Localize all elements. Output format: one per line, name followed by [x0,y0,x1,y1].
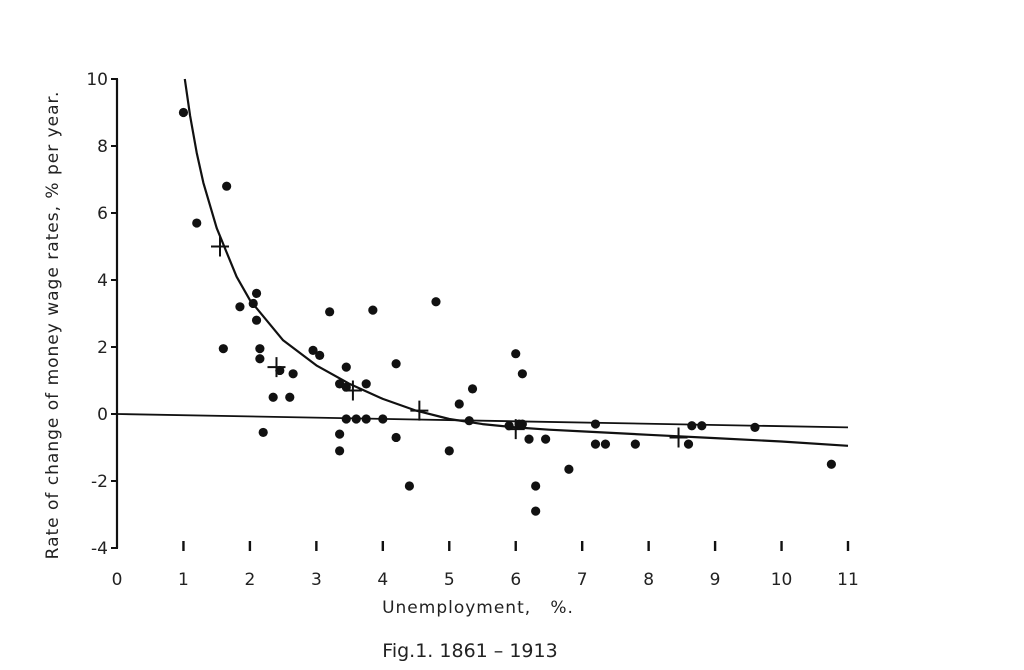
data-point [288,369,298,379]
cross-marker-stroke [267,357,286,378]
data-point [178,107,189,118]
x-tick-label: 5 [444,570,455,590]
y-tick-label: -4 [91,539,108,559]
data-point [683,439,694,449]
data-point [258,427,268,438]
data-point [687,421,697,431]
data-point [454,399,464,409]
data-point [524,434,534,444]
data-point [341,382,351,392]
data-point [404,481,414,491]
data-point [308,345,318,355]
zero-reference-line [116,413,849,429]
data-point [255,354,265,364]
x-tick-label: 11 [837,570,859,590]
data-point [351,414,361,424]
cross-marker [669,427,688,448]
data-point [368,305,378,315]
data-point [255,344,265,354]
data-point [517,369,527,379]
data-point [275,365,285,376]
data-point [268,392,278,402]
data-point [192,218,202,228]
cross-marker-stroke [669,427,688,448]
data-point [541,434,551,444]
data-point [504,421,514,431]
fitted-curve [183,78,849,447]
figure-caption: Fig.1. 1861 – 1913 [382,640,557,662]
data-point [467,384,478,394]
x-tick-label: 4 [377,570,388,590]
y-tick-label: 0 [97,405,108,425]
data-point [431,297,441,307]
data-point [391,359,401,369]
x-tick-label: 6 [510,570,521,590]
data-point [564,464,574,474]
data-point [222,181,232,191]
data-point [251,288,262,298]
data-point [531,506,541,516]
fitted-lines [116,78,849,447]
data-point [248,298,258,309]
y-tick-label: 8 [97,137,108,157]
data-point [590,419,601,429]
data-point [517,419,527,429]
x-tick-label: 3 [311,570,322,590]
cross-marker-stroke [410,400,429,421]
data-point [341,362,351,372]
data-point [285,392,295,402]
data-point [361,379,371,389]
data-point [251,315,262,325]
y-tick-label: -2 [91,472,108,492]
x-tick-label: 2 [244,570,255,590]
data-point [325,307,335,317]
cross-marker-stroke [506,419,525,440]
data-points [178,107,836,516]
cross-marker-stroke [343,380,362,401]
cross-marker [211,236,230,257]
x-axis-label: Unemployment, %. [382,598,574,618]
data-point [335,446,345,456]
data-point [826,459,836,469]
data-point [697,421,707,431]
y-axis-label: Rate of change of money wage rates, % pe… [43,91,63,560]
x-tick-label: 0 [112,570,123,590]
data-point [378,414,388,424]
y-tick-label: 2 [97,338,108,358]
data-point [600,439,611,449]
cross-marker-stroke [211,236,230,257]
data-point [235,302,245,312]
x-tick-label: 8 [643,570,654,590]
data-point [335,429,345,439]
data-point [341,414,351,424]
data-point [464,416,474,426]
cross-marker [506,419,525,440]
data-point [531,481,541,491]
cross-marker [267,357,286,378]
data-point [444,446,454,456]
x-tick-label: 10 [771,570,793,590]
data-point [391,432,401,443]
x-tick-label: 9 [710,570,721,590]
cross-marker [410,400,429,421]
data-point [315,350,325,360]
ticks [111,78,850,551]
x-tick-label: 7 [577,570,588,590]
data-point [750,422,760,432]
data-point [218,344,228,354]
data-point [590,439,601,449]
data-point [511,349,521,359]
y-tick-label: 6 [97,204,108,224]
x-tick-label: 1 [178,570,189,590]
y-tick-label: 4 [97,271,108,291]
cross-marker [343,380,362,401]
data-point [630,439,640,449]
data-point [361,414,371,424]
y-tick-label: 10 [86,70,108,90]
